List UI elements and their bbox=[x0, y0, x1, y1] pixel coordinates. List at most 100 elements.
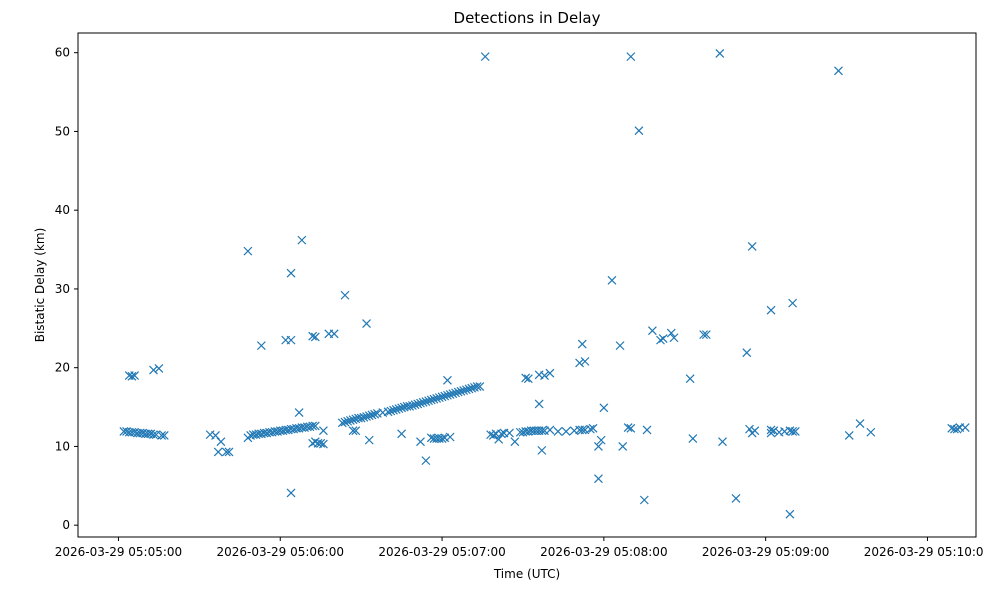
data-point bbox=[149, 430, 158, 440]
data-point bbox=[157, 430, 167, 440]
data-point bbox=[505, 428, 514, 438]
y-tick-label: 60 bbox=[55, 46, 70, 60]
data-point bbox=[421, 456, 431, 466]
data-point bbox=[383, 407, 393, 417]
data-point bbox=[340, 417, 350, 427]
data-point bbox=[459, 386, 469, 395]
x-tick-label: 2026-03-29 05:05:00 bbox=[55, 545, 182, 559]
data-point bbox=[318, 439, 328, 449]
data-point bbox=[343, 416, 353, 426]
data-point bbox=[364, 435, 374, 445]
data-point bbox=[429, 394, 439, 404]
data-point bbox=[844, 430, 854, 440]
data-point bbox=[389, 405, 398, 415]
data-point bbox=[391, 405, 401, 414]
data-point bbox=[456, 386, 466, 396]
data-point bbox=[642, 425, 652, 435]
data-point bbox=[607, 275, 617, 285]
y-tick-label: 10 bbox=[55, 439, 70, 453]
data-point bbox=[370, 409, 380, 419]
data-point bbox=[766, 425, 776, 435]
data-point bbox=[745, 424, 754, 434]
data-point bbox=[731, 493, 741, 503]
data-point bbox=[577, 339, 587, 349]
x-tick-label: 2026-03-29 05:08:00 bbox=[540, 545, 667, 559]
x-tick-label: 2026-03-29 05:09:00 bbox=[702, 545, 829, 559]
data-point bbox=[669, 333, 679, 343]
data-point bbox=[790, 427, 800, 436]
data-point bbox=[647, 326, 657, 336]
data-point bbox=[308, 331, 318, 341]
data-point bbox=[742, 348, 752, 358]
data-point bbox=[540, 371, 549, 380]
x-tick-label: 2026-03-29 05:06:00 bbox=[217, 545, 344, 559]
data-point bbox=[523, 374, 533, 384]
data-point bbox=[747, 241, 757, 251]
data-point bbox=[715, 49, 725, 58]
data-point bbox=[561, 427, 571, 436]
data-point bbox=[453, 387, 463, 397]
data-point bbox=[445, 390, 455, 399]
data-point bbox=[585, 424, 595, 434]
data-point bbox=[766, 305, 776, 315]
data-point bbox=[286, 488, 296, 498]
data-point bbox=[594, 474, 603, 484]
data-point bbox=[451, 388, 460, 398]
data-point bbox=[127, 371, 137, 381]
data-point bbox=[472, 382, 482, 392]
data-point bbox=[221, 447, 231, 457]
data-point bbox=[510, 437, 520, 447]
data-point bbox=[418, 397, 428, 407]
data-point bbox=[356, 413, 366, 423]
data-point bbox=[397, 429, 407, 439]
data-point bbox=[318, 426, 328, 436]
data-point bbox=[575, 358, 585, 368]
data-point bbox=[348, 415, 358, 425]
data-point bbox=[340, 290, 350, 300]
data-point bbox=[785, 509, 795, 519]
data-point bbox=[588, 423, 598, 433]
y-tick-label: 0 bbox=[62, 518, 70, 532]
y-axis: 0 10 20 30 40 50 60 bbox=[55, 46, 78, 532]
data-point bbox=[345, 416, 355, 425]
data-point bbox=[297, 235, 307, 245]
data-point bbox=[545, 368, 555, 378]
data-point bbox=[437, 392, 447, 402]
data-point bbox=[367, 410, 377, 420]
data-point bbox=[580, 356, 590, 366]
data-point bbox=[594, 442, 603, 451]
data-point bbox=[701, 330, 711, 340]
data-point bbox=[421, 397, 431, 406]
data-point bbox=[286, 268, 296, 278]
data-point bbox=[718, 437, 727, 447]
data-point bbox=[443, 390, 452, 400]
data-point bbox=[855, 419, 865, 429]
data-point bbox=[666, 328, 676, 338]
data-point bbox=[623, 423, 633, 432]
data-points bbox=[119, 49, 970, 519]
data-point bbox=[496, 429, 506, 439]
data-point bbox=[475, 382, 485, 392]
data-point bbox=[952, 424, 962, 434]
data-point bbox=[521, 373, 531, 383]
data-point bbox=[599, 403, 609, 413]
data-point bbox=[410, 400, 420, 410]
y-tick-label: 40 bbox=[55, 203, 70, 217]
data-point bbox=[545, 425, 555, 435]
data-point bbox=[224, 447, 234, 457]
data-point bbox=[337, 418, 347, 428]
data-point bbox=[256, 341, 266, 351]
data-point bbox=[359, 412, 369, 422]
data-point bbox=[461, 385, 471, 395]
data-point bbox=[154, 364, 164, 373]
data-point bbox=[437, 434, 447, 443]
data-point bbox=[688, 434, 698, 443]
data-point bbox=[443, 375, 452, 385]
data-point bbox=[699, 330, 709, 340]
data-point bbox=[407, 401, 417, 410]
data-point bbox=[788, 427, 798, 436]
data-point bbox=[626, 52, 636, 62]
chart-title: Detections in Delay bbox=[454, 9, 601, 27]
data-point bbox=[397, 403, 407, 413]
